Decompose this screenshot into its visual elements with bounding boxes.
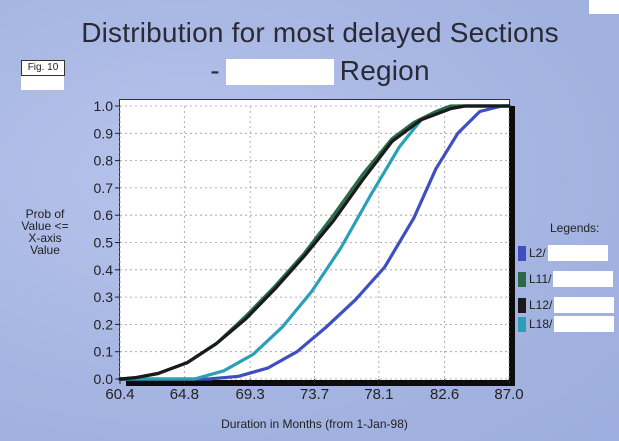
y-tick-label: 0.1 xyxy=(94,344,114,360)
title-region-word: Region xyxy=(339,55,430,86)
chart-title: Distribution for most delayed Sections xyxy=(81,17,559,48)
legend-label: L18/ xyxy=(529,317,553,331)
series-lines xyxy=(118,104,511,381)
y-tick-label: 1.0 xyxy=(94,98,114,114)
redacted-region-name xyxy=(225,59,334,85)
x-tick-label: 82.6 xyxy=(430,386,459,403)
x-tick-label: 69.3 xyxy=(236,386,265,403)
legend-item-L12: L12/ xyxy=(518,296,615,314)
y-tick-label: 0.3 xyxy=(94,289,114,305)
legend-swatch xyxy=(518,245,526,261)
x-tick-label: 60.4 xyxy=(105,386,134,403)
y-tick-label: 0.0 xyxy=(94,371,114,387)
x-tick-label: 64.8 xyxy=(170,386,199,403)
legend-title: Legends: xyxy=(550,221,600,235)
legend-item-L18: L18/ xyxy=(518,315,615,333)
legend-swatch xyxy=(518,297,526,313)
y-axis-label: Prob of Value <= X-axis Value xyxy=(21,207,69,257)
y-tick-label: 0.5 xyxy=(94,235,114,251)
corner-blank-area xyxy=(589,0,619,14)
legend-item-L11: L11/ xyxy=(518,270,614,288)
x-tick-label: 87.0 xyxy=(494,386,523,403)
y-tick-label: 0.8 xyxy=(94,153,114,169)
legend-swatch xyxy=(518,271,526,287)
x-tick-label: 73.7 xyxy=(300,386,329,403)
legend-label: L2/ xyxy=(529,246,546,260)
y-axis-ticks: 0.0 0.1 0.2 0.3 0.4 0.5 0.6 0.7 0.8 0.9 1.0 xyxy=(94,98,120,387)
x-axis-ticks: 60.4 64.8 69.3 73.7 78.1 82.6 87.0 xyxy=(105,379,524,403)
figure-label-blank xyxy=(21,76,64,90)
x-tick-label: 78.1 xyxy=(364,386,393,403)
legend-item-L2: L2/ xyxy=(518,244,608,262)
y-tick-label: 0.6 xyxy=(94,207,114,223)
legend-redacted-text xyxy=(554,297,615,313)
y-tick-label: 0.2 xyxy=(94,316,114,332)
series-line-L12 xyxy=(118,104,511,381)
legend-swatch xyxy=(518,316,526,332)
y-tick-label: 0.9 xyxy=(94,125,114,141)
x-axis-label: Duration in Months (from 1-Jan-98) xyxy=(221,417,408,431)
legend-redacted-text xyxy=(554,316,615,332)
y-tick-label: 0.4 xyxy=(94,262,114,278)
title-dash: - xyxy=(210,55,220,86)
legend-label: L11/ xyxy=(529,272,552,286)
chart-title-line2: - Region xyxy=(20,56,619,86)
y-tick-label: 0.7 xyxy=(94,180,114,196)
series-line-L2 xyxy=(118,104,511,381)
legend-redacted-text xyxy=(547,245,608,261)
legend-redacted-text xyxy=(553,271,614,287)
legend-label: L12/ xyxy=(529,298,553,312)
figure-label: Fig. 10 xyxy=(21,60,65,76)
